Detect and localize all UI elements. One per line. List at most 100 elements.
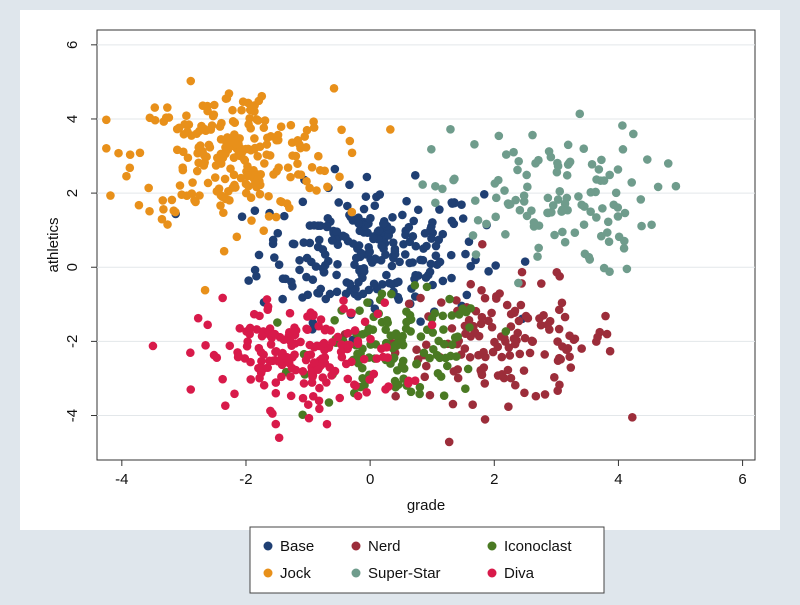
legend-label: Nerd	[368, 538, 401, 555]
point-base	[405, 258, 414, 268]
point-diva	[274, 433, 284, 443]
point-nerd	[466, 279, 476, 289]
point-base	[318, 264, 328, 273]
point-nerd	[453, 373, 463, 383]
point-diva	[263, 305, 272, 314]
point-super-star	[636, 195, 646, 204]
point-base	[409, 216, 419, 226]
point-super-star	[618, 121, 627, 130]
legend-box	[249, 526, 605, 594]
point-diva	[193, 313, 203, 323]
y-axis: -4 -2 0 2 4 6	[64, 41, 97, 422]
point-jock	[269, 170, 278, 179]
y-tick-label: -4	[64, 409, 81, 422]
point-base	[252, 271, 261, 281]
point-super-star	[501, 150, 511, 159]
point-iconoclast	[429, 344, 438, 354]
point-iconoclast	[465, 323, 474, 332]
point-diva	[303, 325, 312, 334]
point-nerd	[536, 320, 546, 330]
point-super-star	[514, 156, 524, 166]
point-jock	[296, 143, 305, 153]
point-super-star	[613, 212, 623, 221]
legend-label: Jock	[280, 565, 311, 582]
point-diva	[320, 325, 330, 335]
point-base	[466, 261, 476, 271]
point-base	[288, 281, 297, 291]
point-base	[377, 241, 386, 251]
point-diva	[309, 358, 319, 367]
point-base	[410, 171, 420, 180]
point-nerd	[565, 331, 574, 340]
point-diva	[230, 389, 239, 399]
point-base	[299, 238, 309, 247]
point-base	[491, 261, 500, 270]
y-tick-label: 4	[64, 115, 81, 123]
point-diva	[285, 308, 295, 318]
point-base	[362, 172, 372, 182]
point-jock	[134, 200, 144, 210]
point-jock	[312, 186, 321, 195]
point-base	[332, 227, 342, 236]
point-base	[416, 317, 425, 326]
point-base	[422, 241, 431, 251]
point-diva	[404, 378, 413, 388]
point-nerd	[545, 325, 554, 334]
point-diva	[235, 323, 245, 333]
point-super-star	[627, 178, 637, 187]
point-diva	[263, 363, 273, 372]
point-nerd	[444, 437, 454, 447]
point-diva	[318, 373, 328, 382]
point-diva	[336, 347, 346, 357]
point-super-star	[643, 155, 652, 164]
point-nerd	[452, 296, 461, 305]
point-diva	[265, 356, 274, 366]
point-nerd	[416, 293, 425, 303]
point-diva	[382, 343, 391, 352]
point-base	[370, 254, 380, 263]
x-tick-label: -4	[115, 471, 128, 488]
point-iconoclast	[363, 298, 372, 307]
x-tick-label: -2	[239, 471, 252, 488]
point-jock	[144, 183, 153, 193]
point-diva	[254, 363, 263, 373]
point-jock	[224, 89, 234, 98]
point-jock	[257, 91, 267, 101]
point-jock	[159, 205, 168, 214]
x-tick-label: 0	[366, 471, 374, 488]
point-base	[381, 250, 390, 259]
point-super-star	[580, 202, 589, 211]
point-diva	[291, 326, 301, 335]
point-nerd	[520, 333, 530, 343]
point-jock	[260, 159, 269, 168]
point-jock	[277, 197, 286, 207]
point-super-star	[574, 192, 583, 201]
point-super-star	[602, 228, 612, 237]
point-super-star	[653, 182, 663, 192]
y-tick-label: -2	[64, 335, 81, 348]
point-base	[425, 267, 435, 277]
point-diva	[259, 350, 268, 359]
point-base	[398, 210, 407, 220]
point-iconoclast	[397, 361, 407, 370]
point-super-star	[470, 140, 479, 149]
point-diva	[270, 329, 280, 339]
point-base	[426, 259, 436, 269]
point-base	[354, 277, 363, 287]
point-nerd	[477, 239, 487, 249]
point-jock	[259, 123, 269, 133]
point-base	[413, 205, 423, 215]
point-jock	[122, 171, 131, 181]
point-super-star	[570, 228, 580, 237]
point-nerd	[537, 279, 546, 288]
legend-marker	[351, 541, 361, 551]
point-nerd	[480, 415, 490, 424]
point-nerd	[519, 366, 529, 375]
point-nerd	[474, 331, 484, 341]
point-super-star	[580, 249, 590, 259]
point-jock	[345, 136, 355, 146]
point-base	[281, 274, 290, 284]
legend-label: Super-Star	[368, 565, 441, 582]
point-base	[314, 235, 324, 245]
point-jock	[183, 127, 192, 137]
